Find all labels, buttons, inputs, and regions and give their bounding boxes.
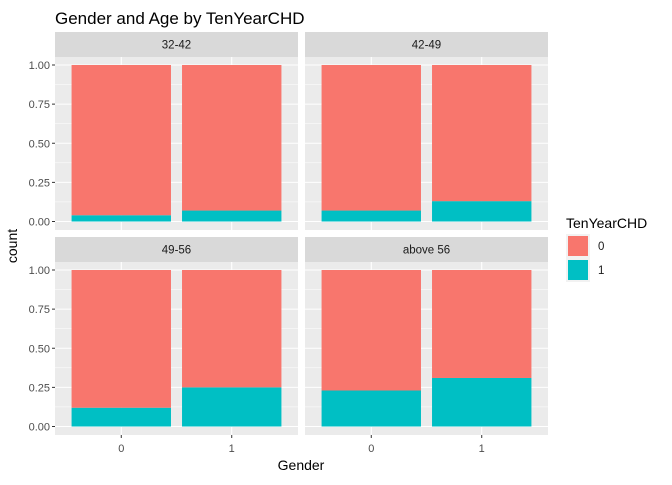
y-tick-label: 0.50 xyxy=(29,138,50,150)
x-tick-label: 1 xyxy=(479,443,485,455)
bar-segment-tenyearchd-1 xyxy=(432,201,532,222)
y-tick-label: 1.00 xyxy=(29,265,50,277)
chart-title: Gender and Age by TenYearCHD xyxy=(55,9,305,28)
y-tick-label: 0.25 xyxy=(29,382,50,394)
x-axis-title: Gender xyxy=(278,457,325,473)
bar-segment-tenyearchd-0 xyxy=(432,65,532,202)
facet-strip xyxy=(305,237,548,262)
facet-strip xyxy=(55,237,298,262)
y-tick-label: 0.00 xyxy=(29,422,50,434)
y-tick-label: 0.25 xyxy=(29,177,50,189)
facet-strip-label: 32-42 xyxy=(162,40,191,52)
facet-strip-label: 42-49 xyxy=(412,40,441,52)
y-tick-label: 1.00 xyxy=(29,60,50,72)
facet-panel: above 56 xyxy=(305,237,548,435)
y-tick-label: 0.75 xyxy=(29,304,50,316)
y-tick-label: 0.00 xyxy=(29,217,50,229)
bar-segment-tenyearchd-1 xyxy=(321,390,421,427)
legend: TenYearCHD 01 xyxy=(566,215,647,282)
bar-segment-tenyearchd-0 xyxy=(71,270,171,408)
bar-segment-tenyearchd-0 xyxy=(182,270,282,388)
bar-segment-tenyearchd-0 xyxy=(321,270,421,391)
bar-segment-tenyearchd-1 xyxy=(321,210,421,222)
bar-segment-tenyearchd-1 xyxy=(71,215,171,222)
x-tick-label: 1 xyxy=(229,443,235,455)
legend-swatch-1 xyxy=(568,260,588,280)
x-tick-label: 0 xyxy=(118,443,124,455)
y-axis-title: count xyxy=(4,229,20,263)
legend-label: 1 xyxy=(598,265,604,277)
facet-strip xyxy=(305,32,548,57)
legend-swatch-0 xyxy=(568,236,588,256)
x-tick-label: 0 xyxy=(368,443,374,455)
bar-segment-tenyearchd-0 xyxy=(432,270,532,378)
y-tick-label: 0.75 xyxy=(29,99,50,111)
bar-segment-tenyearchd-1 xyxy=(71,407,171,427)
y-tick-label: 0.50 xyxy=(29,343,50,355)
bar-segment-tenyearchd-1 xyxy=(182,387,282,427)
facet-panels: 32-42 42-49 49-56 above 56 xyxy=(55,32,548,435)
y-axis-group: 0.00 0.25 0.50 0.75 1.00 0.00 0.25 0.50 0.75 1.00 xyxy=(29,60,55,434)
bar-segment-tenyearchd-1 xyxy=(432,377,532,427)
facet-strip-label: above 56 xyxy=(403,245,450,257)
bar-segment-tenyearchd-0 xyxy=(71,65,171,216)
facet-panel: 42-49 xyxy=(305,32,548,230)
facet-panel: 49-56 xyxy=(55,237,298,435)
facet-panel: 32-42 xyxy=(55,32,298,230)
legend-label: 0 xyxy=(598,241,604,253)
x-axis-group: 0 1 0 1 xyxy=(118,435,485,455)
facet-strip xyxy=(55,32,298,57)
legend-keys: 01 xyxy=(566,234,604,282)
bar-segment-tenyearchd-1 xyxy=(182,210,282,222)
bar-segment-tenyearchd-0 xyxy=(321,65,421,211)
bar-segment-tenyearchd-0 xyxy=(182,65,282,211)
facet-strip-label: 49-56 xyxy=(162,245,191,257)
legend-title: TenYearCHD xyxy=(566,215,647,231)
